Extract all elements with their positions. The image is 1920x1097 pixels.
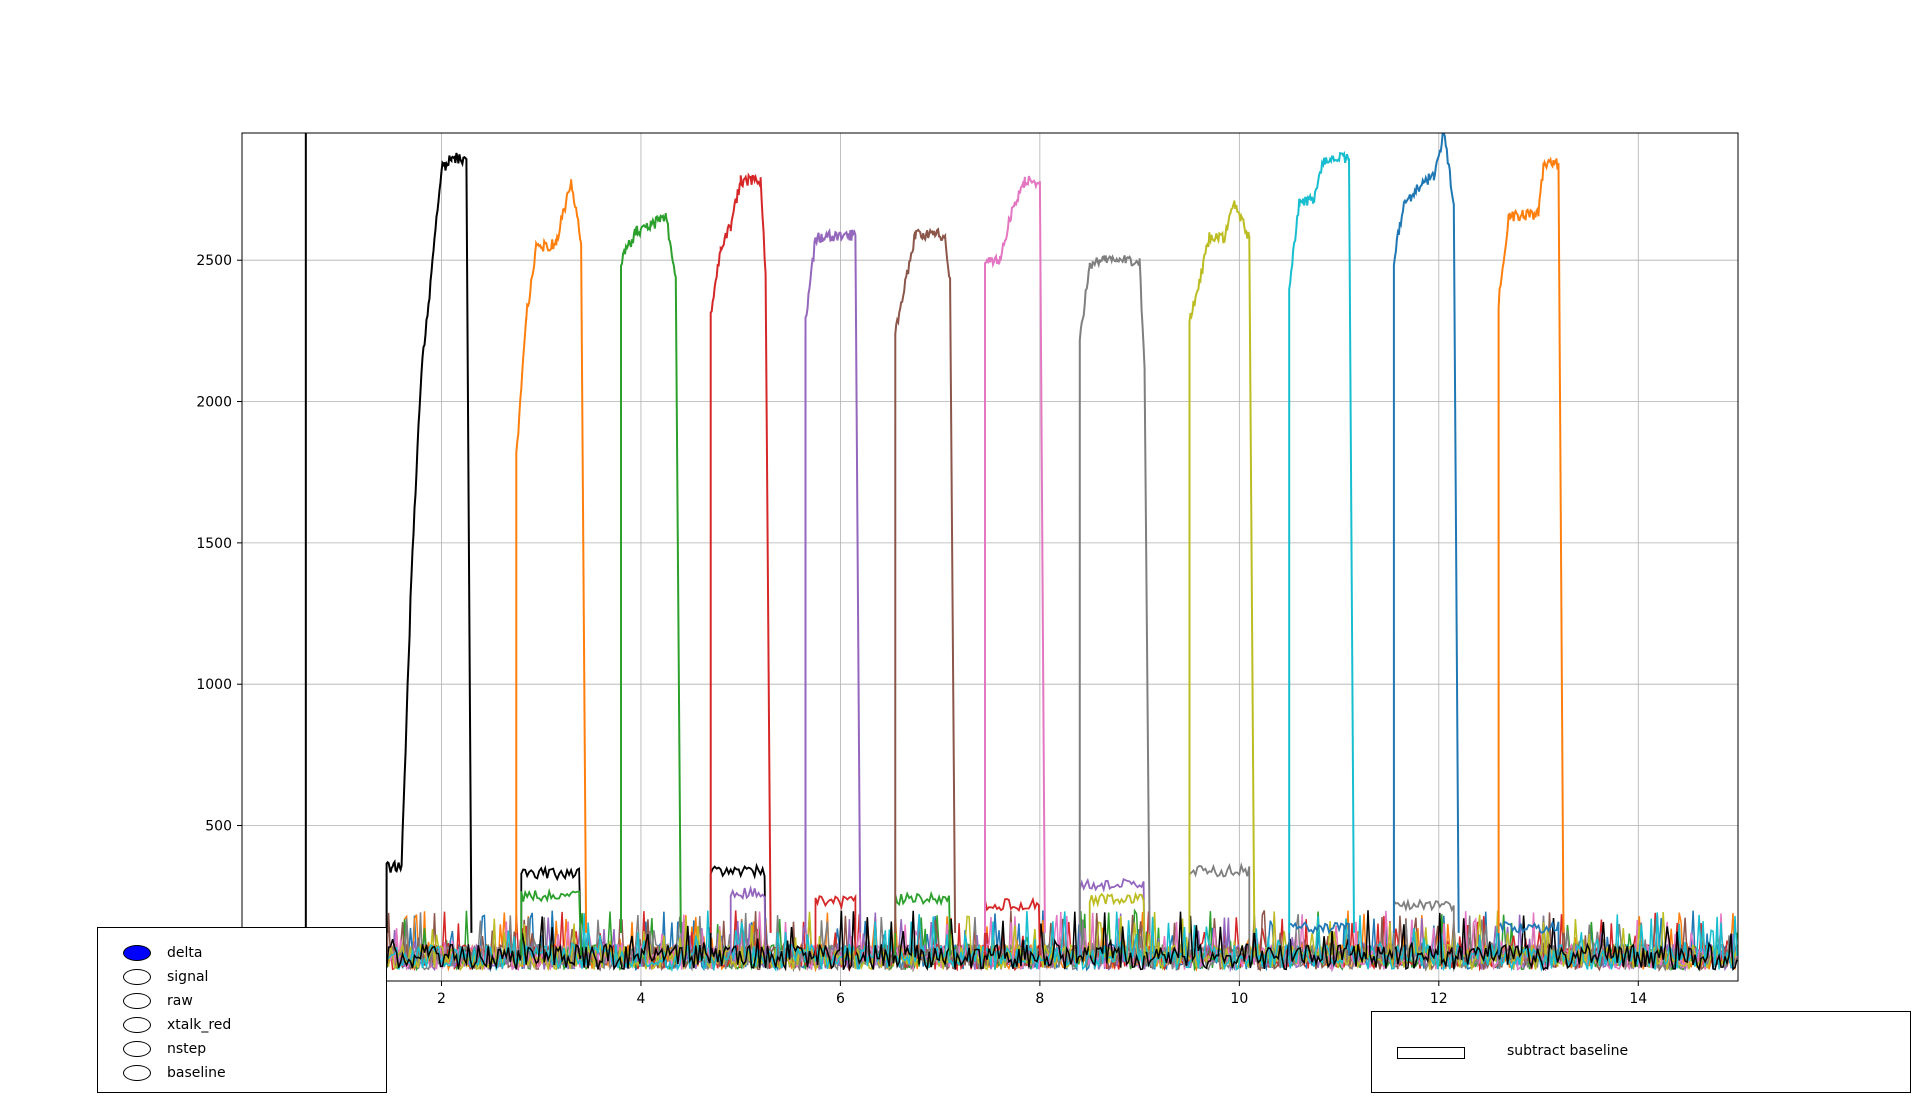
y-tick-label: 1500	[196, 536, 232, 552]
radio-raw-circle[interactable]	[123, 993, 151, 1009]
radio-xtalk-red-label: xtalk_red	[167, 1017, 232, 1033]
subtract-baseline-panel: subtract baseline	[1371, 1011, 1911, 1093]
y-tick-label: 2500	[196, 253, 232, 269]
mode-radio-group: delta signal raw xtalk_red nstep baselin…	[97, 927, 387, 1093]
y-tick-label: 500	[205, 819, 232, 835]
series-lines	[304, 133, 1738, 981]
radio-signal-label: signal	[167, 969, 209, 985]
x-tick-label: 8	[1035, 991, 1044, 1007]
radio-delta-label: delta	[167, 945, 203, 961]
series-line-1	[515, 179, 588, 933]
radio-delta-circle[interactable]	[123, 945, 151, 961]
x-tick-label: 2	[437, 991, 446, 1007]
crosstalk-step-line	[1188, 861, 1251, 956]
crosstalk-step-line	[1392, 898, 1455, 956]
x-tick-label: 6	[836, 991, 845, 1007]
series-line-0	[385, 152, 473, 933]
grid-lines	[242, 133, 1738, 981]
series-line-11	[1497, 156, 1565, 933]
crosstalk-step-line	[1497, 919, 1560, 956]
noise-line	[385, 912, 1738, 973]
series-line-4	[804, 227, 862, 933]
series-line-3	[709, 172, 772, 933]
y-tick-label: 2000	[196, 395, 232, 411]
series-line-6	[983, 175, 1046, 933]
noise-line	[385, 910, 1738, 973]
noise-line	[385, 910, 1738, 972]
series-line-10	[1392, 133, 1460, 933]
x-tick-label: 12	[1430, 991, 1448, 1007]
series-line-7	[1078, 254, 1151, 933]
radio-raw-label: raw	[167, 993, 193, 1009]
series-line-8	[1188, 200, 1256, 933]
crosstalk-step-line	[1288, 921, 1350, 956]
radio-nstep-label: nstep	[167, 1041, 207, 1057]
subtract-baseline-checkbox[interactable]	[1397, 1047, 1465, 1059]
radio-xtalk-red-circle[interactable]	[123, 1017, 151, 1033]
radio-signal-circle[interactable]	[123, 969, 151, 985]
radio-baseline-circle[interactable]	[123, 1065, 151, 1081]
crosstalk-step-line	[1088, 891, 1146, 956]
subtract-baseline-label: subtract baseline	[1507, 1043, 1629, 1059]
radio-baseline[interactable]: baseline	[123, 1062, 226, 1084]
series-line-9	[1288, 150, 1355, 933]
crosstalk-step-line	[520, 864, 582, 956]
crosstalk-step-line	[709, 862, 767, 956]
radio-xtalk-red[interactable]: xtalk_red	[123, 1014, 231, 1036]
x-tick-label: 4	[636, 991, 645, 1007]
radio-nstep[interactable]: nstep	[123, 1038, 206, 1060]
series-line-2	[619, 213, 682, 933]
radio-raw[interactable]: raw	[123, 990, 193, 1012]
x-tick-label: 14	[1629, 991, 1647, 1007]
crosstalk-step-line	[520, 887, 582, 956]
crosstalk-step-line	[894, 890, 952, 956]
radio-nstep-circle[interactable]	[123, 1041, 151, 1057]
x-tick-label: 10	[1230, 991, 1248, 1007]
series-line-5	[894, 227, 957, 933]
y-tick-label: 1000	[196, 677, 232, 693]
radio-signal[interactable]: signal	[123, 966, 208, 988]
radio-baseline-label: baseline	[167, 1065, 226, 1081]
crosstalk-step-line	[814, 893, 857, 956]
crosstalk-step-line	[984, 896, 1041, 956]
radio-delta[interactable]: delta	[123, 942, 202, 964]
crosstalk-step-line	[729, 884, 767, 956]
axes-frame	[241, 132, 1739, 982]
axis-ticks: 2 4 6 8 10 12 14 500 1000 1500 2000 2500	[196, 253, 1647, 1007]
crosstalk-step-line	[1078, 877, 1146, 956]
